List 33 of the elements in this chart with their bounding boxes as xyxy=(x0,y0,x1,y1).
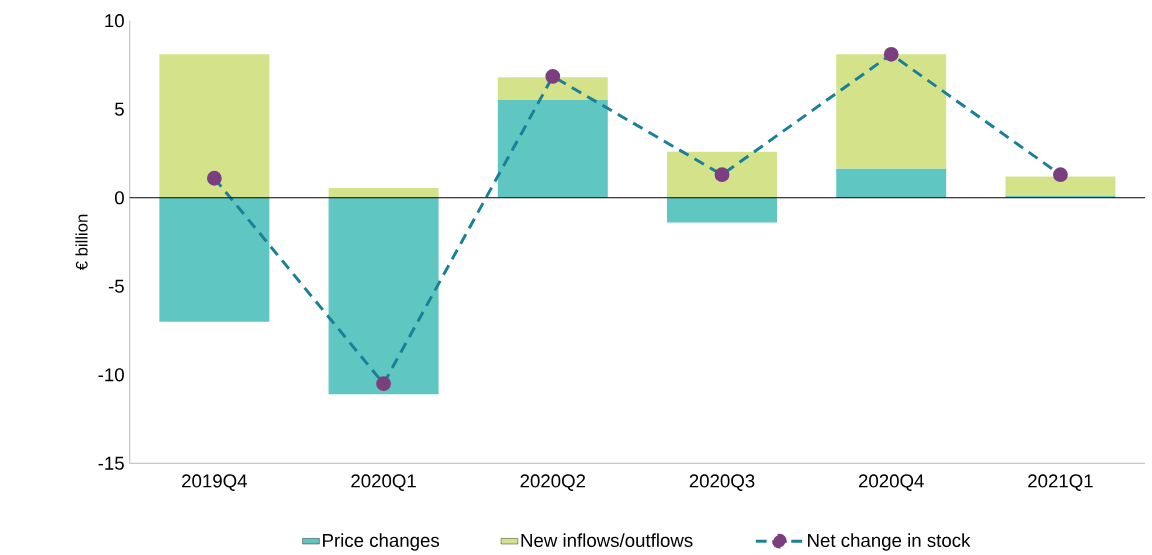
y-tick-label: -5 xyxy=(108,279,124,293)
x-tick-label: 2020Q4 xyxy=(858,474,924,491)
bar xyxy=(159,197,270,322)
legend-label: Price changes xyxy=(323,533,440,551)
y-tick-label: -15 xyxy=(98,456,124,470)
bar xyxy=(836,168,947,198)
bar xyxy=(497,99,608,198)
legend-label: New inflows/outflows xyxy=(521,533,693,548)
y-tick-label: -10 xyxy=(98,368,124,382)
bar xyxy=(1005,176,1116,196)
point xyxy=(1053,167,1068,183)
x-tick-label: 2019Q4 xyxy=(182,474,247,491)
point xyxy=(714,167,730,183)
bar xyxy=(667,197,777,223)
bar xyxy=(328,188,439,198)
point xyxy=(376,376,391,392)
legend-label: Net change in stock xyxy=(808,533,971,551)
point xyxy=(545,69,561,84)
x-tick-label: 2020Q1 xyxy=(351,474,416,491)
y-tick-label: 5 xyxy=(115,102,124,116)
x-tick-label: 2020Q2 xyxy=(520,474,586,491)
y-tick-label: 0 xyxy=(114,191,124,205)
bar xyxy=(667,151,777,198)
bar xyxy=(328,197,439,395)
x-tick-label: 2021Q1 xyxy=(1028,474,1093,491)
y-tick-label: 10 xyxy=(105,14,124,28)
x-tick-label: 2020Q3 xyxy=(689,474,755,491)
bar xyxy=(497,77,608,100)
bar xyxy=(836,54,947,169)
bar xyxy=(159,54,270,198)
point xyxy=(883,46,899,62)
y-axis-title: € billion xyxy=(75,214,88,271)
point xyxy=(206,170,222,186)
